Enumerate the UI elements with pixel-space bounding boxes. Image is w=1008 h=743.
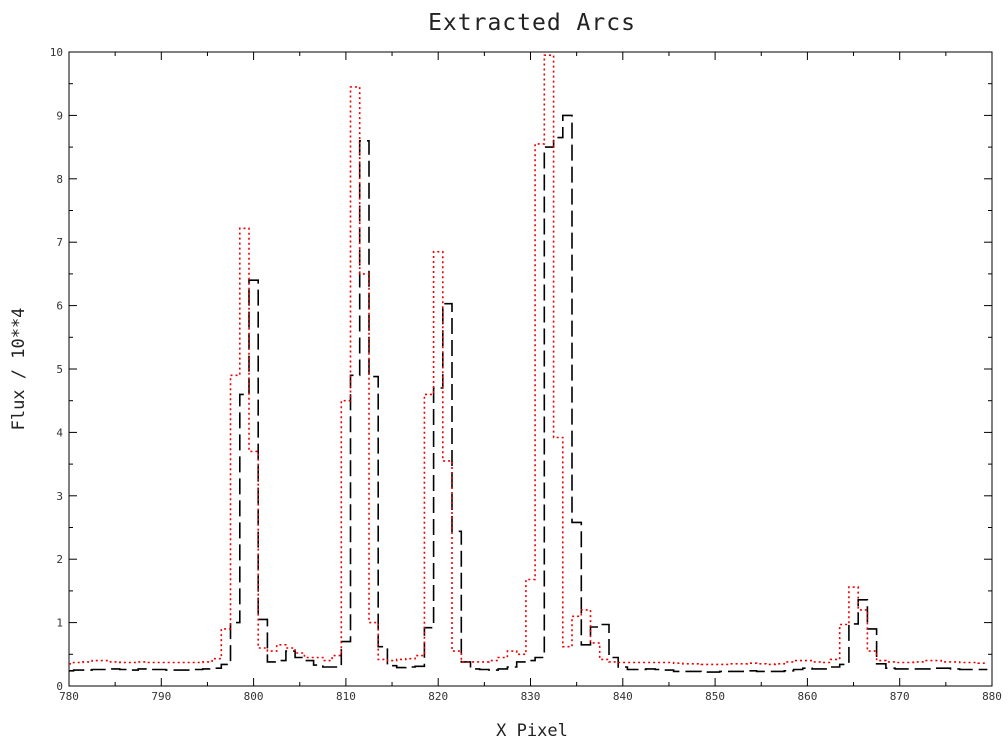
x-tick-label: 790 xyxy=(151,690,171,703)
series-2-line xyxy=(69,54,988,666)
x-tick-label: 780 xyxy=(59,690,79,703)
y-tick-label: 0 xyxy=(56,680,63,693)
x-tick-label: 800 xyxy=(244,690,264,703)
y-tick-label: 9 xyxy=(56,109,63,122)
x-tick-label: 840 xyxy=(613,690,633,703)
y-tick-label: 6 xyxy=(56,300,63,313)
x-tick-label: 850 xyxy=(705,690,725,703)
y-tick-label: 1 xyxy=(56,617,63,630)
y-axis-label: Flux / 10**4 xyxy=(9,308,29,431)
y-tick-label: 10 xyxy=(50,46,63,59)
series-1-line xyxy=(69,114,988,673)
x-tick-label: 880 xyxy=(982,690,1002,703)
x-tick-label: 810 xyxy=(336,690,356,703)
y-tick-label: 8 xyxy=(56,173,63,186)
x-tick-label: 860 xyxy=(797,690,817,703)
x-axis-label: X Pixel xyxy=(496,721,568,741)
chart-title: Extracted Arcs xyxy=(428,10,636,36)
y-tick-label: 4 xyxy=(56,426,63,439)
x-tick-label: 820 xyxy=(428,690,448,703)
x-tick-label: 830 xyxy=(521,690,541,703)
y-tick-label: 3 xyxy=(56,490,63,503)
y-tick-label: 7 xyxy=(56,236,63,249)
x-tick-label: 870 xyxy=(890,690,910,703)
y-tick-label: 2 xyxy=(56,553,63,566)
y-tick-label: 5 xyxy=(56,363,63,376)
plot-frame xyxy=(68,51,993,687)
plot-area: 780 790 800 810 820 830 840 850 860 870 8800123456… xyxy=(50,46,1002,703)
